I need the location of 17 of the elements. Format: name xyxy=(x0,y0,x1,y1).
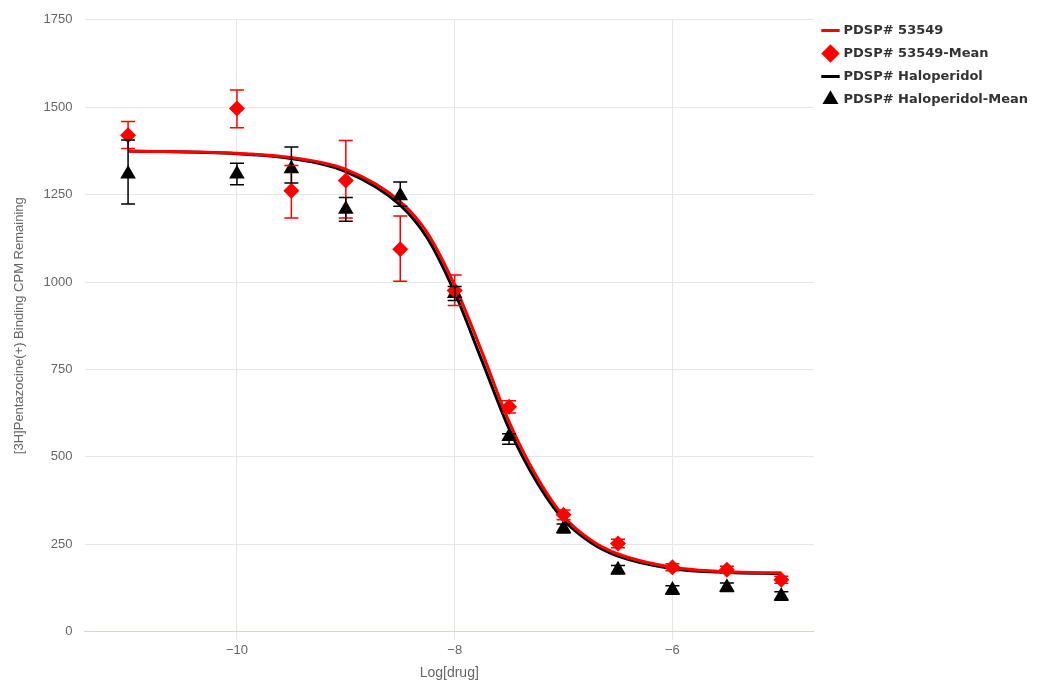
y-tick-label: 500 xyxy=(50,448,73,464)
y-tick-label: 1000 xyxy=(43,273,73,289)
y-axis-title: [3H]Pentazocine(+) Binding CPM Remaining xyxy=(11,197,27,455)
x-tick-label: −8 xyxy=(447,641,463,657)
legend-label: PDSP# 53549 xyxy=(843,21,944,37)
x-tick-label: −10 xyxy=(225,641,248,657)
y-tick-label: 0 xyxy=(65,623,73,639)
y-tick-label: 1250 xyxy=(43,186,73,202)
y-tick-label: 1500 xyxy=(43,98,73,114)
legend-label: PDSP# Haloperidol xyxy=(843,67,983,83)
y-tick-label: 750 xyxy=(50,360,73,376)
legend-label: PDSP# 53549-Mean xyxy=(843,44,989,60)
x-tick-label: −6 xyxy=(665,641,680,657)
y-tick-label: 1750 xyxy=(43,11,73,27)
y-tick-label: 250 xyxy=(50,535,73,551)
x-axis-title: Log[drug] xyxy=(419,664,479,681)
legend-label: PDSP# Haloperidol-Mean xyxy=(843,90,1028,106)
